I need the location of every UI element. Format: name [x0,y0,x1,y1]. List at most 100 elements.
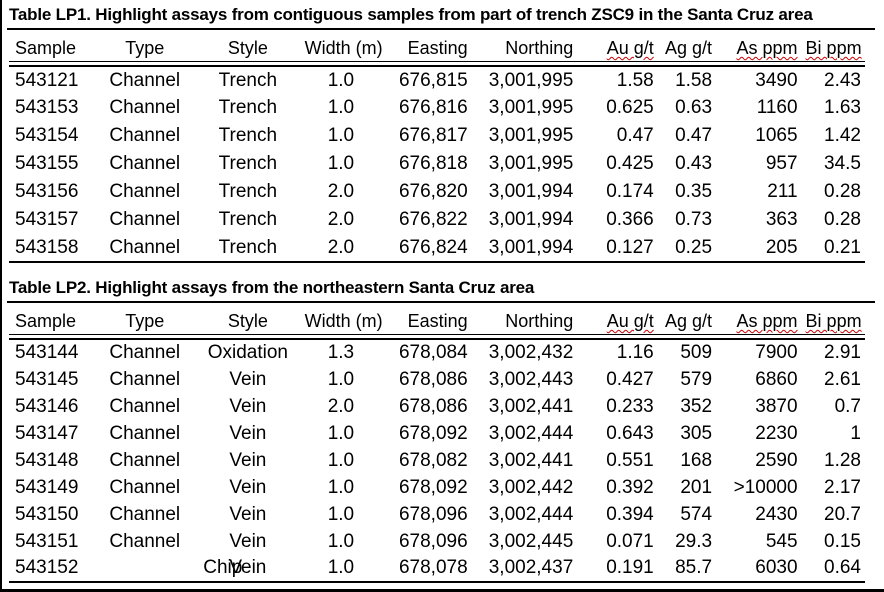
cell-value: 1.3 [327,342,355,363]
column-header-label: Style [227,38,268,58]
cell-ag-gt: 29.3 [658,528,716,555]
cell-type: Channel [94,339,195,366]
cell-sample: 543150 [9,501,94,528]
cell-value: 2590 [755,449,798,471]
cell-type: Channel [94,528,195,555]
cell-as-ppm: 205 [716,234,802,263]
cell-sample: 543148 [9,447,94,474]
cell-value: 7900 [755,342,798,363]
cell-type: Channel [94,66,195,94]
cell-value: Trench [218,181,278,202]
cell-value: 676,824 [398,236,468,258]
cell-value: Channel [109,125,181,146]
cell-type: Channel [94,420,195,447]
column-header-bi-ppm: Bi ppm [801,303,865,335]
cell-value: 2.17 [824,476,861,498]
cell-value: 3,002,437 [488,557,574,578]
cell-as-ppm: 363 [716,206,801,234]
cell-as-ppm: 3490 [716,66,801,94]
cell-northing: 3,002,441 [472,393,578,420]
cell-style: Trench [195,66,301,94]
cell-value: 0.394 [606,503,654,525]
cell-value: 3,002,442 [488,476,574,498]
column-header-label: Ag g/t [665,38,713,58]
column-header-ag-gt: Ag g/t [657,303,717,335]
cell-bi-ppm: 1.42 [802,122,865,150]
cell-au-gt: 0.551 [577,447,657,474]
cell-style: Vein [195,555,301,583]
cell-value: Vein [229,449,267,471]
column-header-type: Type [94,30,196,62]
cell-value: 2.61 [824,368,861,390]
table-lp2-title: Table LP2. Highlight assays from the nor… [7,275,875,303]
cell-value: 3,001,995 [488,153,574,174]
cell-value: 678,082 [398,449,468,471]
cell-value: 957 [765,153,798,174]
cell-value: Channel [109,69,181,91]
cell-bi-ppm: 0.21 [801,234,865,263]
cell-as-ppm: 6860 [716,366,801,393]
cell-sample: 543154 [9,122,94,150]
cell-style: Vein [195,420,301,447]
cell-sample: 543156 [9,178,94,206]
cell-value: 676,816 [398,97,468,118]
cell-value: 0.25 [675,236,713,258]
table-lp1: Sample Type Style Width (m) Easting Northing A… [9,30,865,263]
cell-easting: 678,096 [381,501,472,528]
cell-au-gt: 0.366 [577,206,657,234]
cell-value: 543144 [15,342,79,363]
cell-type: Channel [94,447,195,474]
cell-ag-gt: 579 [658,366,716,393]
cell-value: 0.47 [616,125,654,146]
table-row: 543154 Channel Trench 1.0 676,817 3,001,995 0.… [9,122,865,150]
cell-easting: 676,820 [381,178,472,206]
cell-value: 0.127 [606,236,654,258]
cell-northing: 3,001,994 [472,178,578,206]
cell-sample: 543151 [9,528,94,555]
cell-value: Channel [109,422,181,444]
cell-value: 2.0 [327,236,355,258]
cell-value: 543156 [15,181,79,202]
cell-value: 3,002,441 [488,449,574,471]
cell-easting: 676,824 [381,234,472,263]
cell-value: 201 [680,476,713,498]
cell-value: Channel [109,97,181,118]
cell-northing: 3,002,444 [472,420,578,447]
cell-au-gt: 0.47 [577,122,657,150]
column-header-label: As ppm [736,311,798,331]
cell-type: Channel [94,178,195,206]
column-header-northing: Northing [471,30,578,62]
cell-bi-ppm: 2.17 [802,474,865,501]
cell-value: 3,001,995 [488,125,574,146]
cell-value: 678,092 [398,422,468,444]
cell-value: Channel [109,395,181,417]
cell-value: 6860 [755,368,798,390]
column-header-sample: Sample [9,303,95,335]
cell-type: Channel [94,393,195,420]
cell-value: 676,818 [398,153,468,174]
cell-value: Vein [229,368,267,390]
cell-value: 1.0 [327,476,355,498]
cell-easting: 678,084 [381,339,472,366]
column-header-label: Ag g/t [665,311,713,331]
cell-value: 0.233 [606,395,654,417]
cell-easting: 676,817 [381,122,472,150]
cell-bi-ppm: 0.28 [802,178,865,206]
cell-northing: 3,001,994 [471,234,578,263]
cell-value: 211 [767,181,798,202]
cell-as-ppm: 545 [716,528,801,555]
cell-value: 3,002,441 [488,395,574,417]
table-row: 543149 Channel Vein 1.0 678,092 3,002,442 0.39… [9,474,865,501]
cell-value: 0.366 [606,209,654,230]
cell-bi-ppm: 1 [802,420,865,447]
column-header-label: Width (m) [304,311,383,331]
cell-value: 3,002,444 [488,422,574,444]
cell-value: 3,002,432 [488,342,574,363]
cell-width-m: 2.0 [300,234,382,263]
cell-value: Channel [109,503,181,525]
cell-bi-ppm: 0.7 [802,393,865,420]
cell-value: 543145 [15,368,79,390]
cell-value: 678,084 [398,342,468,363]
cell-bi-ppm: 0.28 [802,206,865,234]
cell-value: 1.0 [327,97,355,118]
